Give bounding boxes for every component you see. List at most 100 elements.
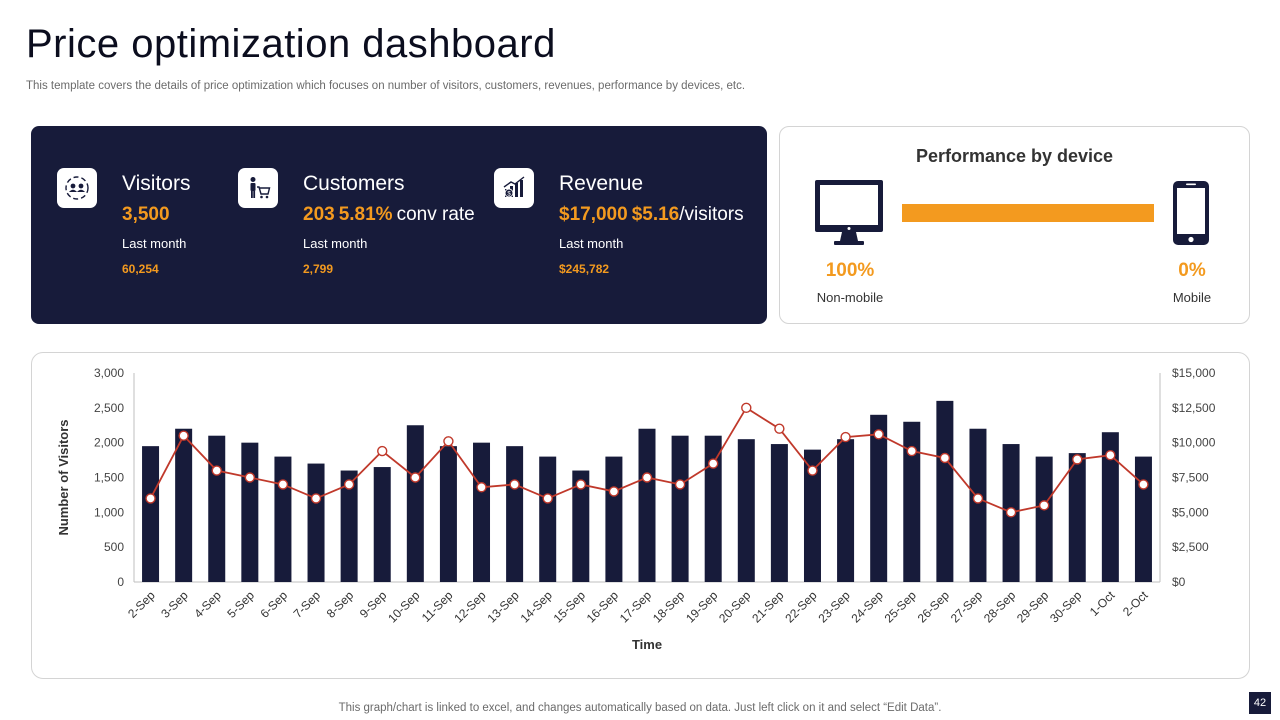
- revenue-point: [840, 431, 851, 443]
- revenue-point: [377, 445, 388, 457]
- non-mobile-percent: 100%: [825, 260, 875, 281]
- kpi-panel: Visitors 3,500 Last month 60,254 Custome…: [31, 126, 767, 324]
- x-tick-label: 20-Sep: [716, 588, 753, 625]
- bar: [439, 446, 457, 582]
- x-axis-title: Time: [632, 637, 662, 652]
- kpi-customers-rate-suffix: conv rate: [396, 204, 475, 225]
- revenue-point: [277, 479, 289, 490]
- bar: [1134, 456, 1152, 582]
- y2-tick-label: $7,500: [1172, 471, 1209, 485]
- y-tick-label: 2,500: [94, 401, 124, 415]
- bar: [208, 435, 226, 582]
- revenue-point: [972, 493, 984, 504]
- revenue-point: [343, 479, 355, 490]
- bar: [803, 449, 821, 582]
- revenue-point: [608, 486, 620, 497]
- kpi-revenue-per-visitor: $5.16: [631, 204, 680, 225]
- x-tick-label: 24-Sep: [849, 588, 886, 625]
- kpi-visitors-label: Visitors: [122, 172, 191, 195]
- bar: [572, 470, 590, 582]
- x-tick-label: 2-Oct: [1120, 588, 1151, 619]
- x-tick-label: 2-Sep: [125, 588, 158, 621]
- kpi-customers-previous: 2,799: [303, 262, 334, 276]
- y-tick-label: 3,000: [94, 366, 124, 380]
- kpi-revenue-label: Revenue: [559, 172, 644, 195]
- footnote: This graph/chart is linked to excel, and…: [338, 702, 942, 714]
- kpi-customers-period: Last month: [303, 236, 368, 251]
- y2-tick-label: $5,000: [1172, 505, 1209, 519]
- x-tick-label: 27-Sep: [948, 588, 985, 625]
- revenue-chart-icon: $: [494, 168, 534, 208]
- revenue-point: [575, 479, 587, 490]
- revenue-point: [1138, 479, 1149, 490]
- bar: [605, 456, 623, 582]
- kpi-visitors-previous: 60,254: [122, 262, 159, 276]
- revenue-point: [707, 458, 719, 469]
- x-tick-label: 23-Sep: [815, 588, 852, 625]
- bar: [936, 400, 954, 582]
- revenue-point: [145, 493, 156, 504]
- y-tick-label: 1,000: [94, 505, 124, 519]
- revenue-point: [674, 479, 686, 490]
- device-share-bar: [902, 204, 1154, 222]
- x-tick-label: 17-Sep: [617, 588, 654, 625]
- bar: [870, 414, 888, 582]
- chart-panel: 0 500 1,000 1,500 2,000 2,500 3,000 $0 $2,500 $5,…: [31, 352, 1250, 679]
- bar: [969, 428, 987, 582]
- revenue-point: [211, 465, 222, 476]
- x-tick-label: 5-Sep: [224, 588, 257, 621]
- x-tick-label: 22-Sep: [782, 588, 819, 625]
- x-tick-label: 19-Sep: [683, 588, 720, 625]
- x-tick-label: 29-Sep: [1014, 588, 1051, 625]
- kpi-customers-label: Customers: [303, 172, 405, 195]
- users-exchange-icon: [57, 168, 97, 208]
- x-tick-label: 18-Sep: [650, 588, 687, 625]
- x-tick-label: 8-Sep: [324, 588, 357, 621]
- bar: [539, 456, 557, 582]
- bar: [506, 446, 524, 582]
- bar: [241, 442, 259, 582]
- x-tick-label: 21-Sep: [749, 588, 786, 625]
- x-tick-label: 15-Sep: [551, 588, 588, 625]
- bar: [1035, 456, 1053, 582]
- bar: [671, 435, 689, 582]
- bar: [903, 421, 921, 582]
- kpi-customers-value: 203 5.81% conv rate: [303, 204, 475, 226]
- kpi-customers-count: 203: [303, 204, 335, 225]
- mobile-percent: 0%: [1178, 260, 1206, 281]
- bar: [770, 444, 788, 582]
- page-title: Price optimization dashboard: [26, 22, 556, 66]
- x-tick-label: 10-Sep: [385, 588, 422, 625]
- revenue-point: [443, 436, 454, 447]
- kpi-revenue-period: Last month: [559, 236, 624, 251]
- x-tick-label: 16-Sep: [584, 588, 621, 625]
- revenue-point: [509, 479, 520, 490]
- revenue-point: [774, 423, 785, 434]
- x-tick-label: 26-Sep: [915, 588, 952, 625]
- y-axis-title: Number of Visitors: [56, 419, 71, 535]
- y2-tick-label: $10,000: [1172, 436, 1216, 450]
- bar: [142, 446, 160, 582]
- x-tick-label: 13-Sep: [484, 588, 521, 625]
- x-tick-label: 28-Sep: [981, 588, 1018, 625]
- kpi-visitors-value: 3,500: [122, 204, 170, 225]
- x-tick-label: 12-Sep: [451, 588, 488, 625]
- y2-tick-label: $12,500: [1172, 401, 1216, 415]
- mobile-phone-icon: [1172, 180, 1210, 251]
- revenue-point: [906, 445, 917, 457]
- y-tick-label: 500: [104, 540, 124, 554]
- svg-text:$: $: [507, 192, 511, 198]
- x-tick-label: 30-Sep: [1047, 588, 1084, 625]
- x-tick-label: 3-Sep: [158, 588, 191, 621]
- revenue-point: [1072, 454, 1083, 465]
- kpi-customers-rate: 5.81%: [338, 204, 393, 225]
- bar: [373, 467, 391, 582]
- y2-tick-label: $0: [1172, 575, 1186, 589]
- page-number: 42: [1249, 692, 1271, 714]
- x-tick-label: 25-Sep: [882, 588, 919, 625]
- kpi-customers: Customers 203 5.81% conv rate Last month 2…: [238, 126, 488, 324]
- y2-tick-label: $2,500: [1172, 540, 1209, 554]
- kpi-visitors: Visitors 3,500 Last month 60,254: [57, 126, 237, 324]
- revenue-point: [807, 465, 818, 476]
- bar: [473, 442, 491, 582]
